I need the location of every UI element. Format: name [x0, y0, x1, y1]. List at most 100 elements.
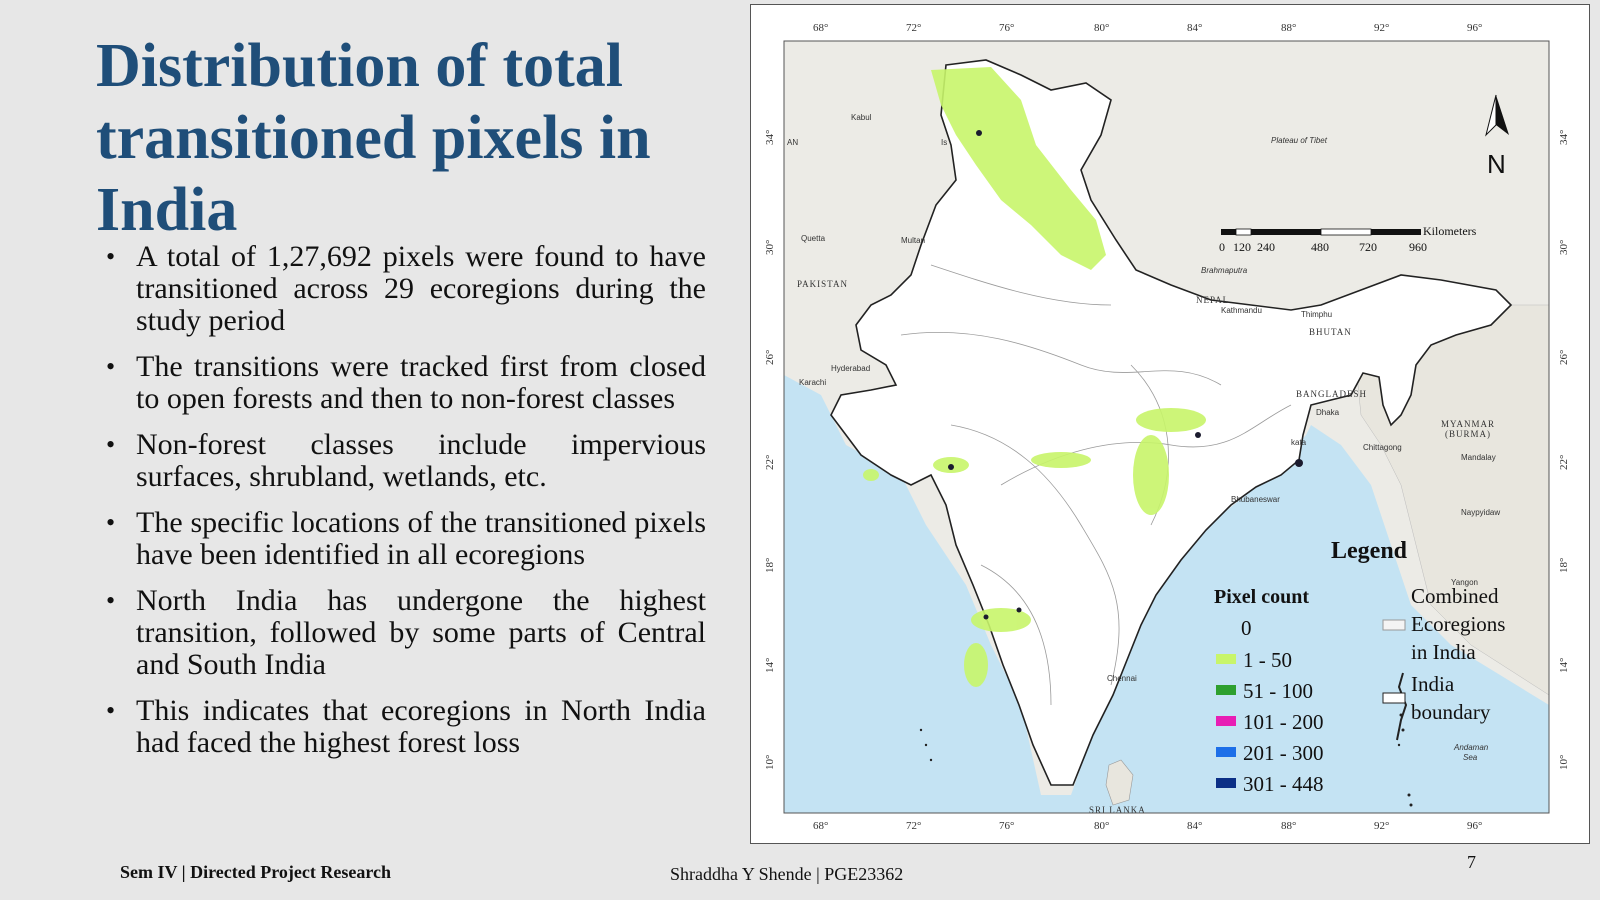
- lat-label: 30°: [764, 240, 776, 255]
- legend-class-label: 51 - 100: [1243, 679, 1313, 703]
- place-dhaka: Dhaka: [1316, 408, 1340, 417]
- place-chittagong: Chittagong: [1363, 443, 1402, 452]
- place-naypyidaw: Naypyidaw: [1461, 508, 1500, 517]
- lon-label: 92°: [1374, 820, 1389, 832]
- scale-label: 0: [1219, 240, 1225, 254]
- page-number: 7: [1467, 852, 1476, 872]
- place-srilanka: SRI LANKA: [1089, 805, 1146, 815]
- bullet-dot: •: [106, 352, 116, 381]
- legend-swatch: [1216, 747, 1236, 757]
- lat-label: 10°: [1558, 755, 1570, 770]
- legend-ecoregions-text: Combined: [1411, 584, 1499, 608]
- place-mandalay: Mandalay: [1461, 453, 1496, 462]
- lon-label: 68°: [813, 820, 828, 832]
- lat-label: 18°: [764, 558, 776, 573]
- slide-title: Distribution of total transitioned pixel…: [96, 30, 736, 246]
- legend-boundary-text: India: [1411, 672, 1455, 696]
- bullet-item: • The specific locations of the transitio…: [106, 507, 706, 571]
- bullet-item: • Non-forest classes include impervious s…: [106, 429, 706, 493]
- place-kolkata: kata: [1291, 438, 1307, 447]
- lon-label: 72°: [906, 22, 921, 34]
- legend-pixel-count-title: Pixel count: [1214, 586, 1309, 608]
- lon-label: 84°: [1187, 820, 1202, 832]
- bullet-dot: •: [106, 430, 116, 459]
- india-map-figure: 68° 72° 76° 80° 84° 88° 92° 96° 68° 72° …: [750, 4, 1590, 844]
- bullet-item: • North India has undergone the highest t…: [106, 585, 706, 681]
- bullet-text: The specific locations of the transition…: [136, 506, 706, 571]
- bullet-list: • A total of 1,27,692 pixels were found t…: [106, 241, 706, 773]
- north-arrow-icon: N: [1485, 94, 1509, 179]
- bullet-text: North India has undergone the highest tr…: [136, 584, 706, 681]
- scale-label: 480: [1311, 240, 1329, 254]
- scale-label: 240: [1257, 240, 1275, 254]
- place-pakistan: PAKISTAN: [797, 279, 848, 289]
- longitude-labels-top: 68° 72° 76° 80° 84° 88° 92° 96°: [813, 22, 1482, 34]
- sri-lanka-shape: [1105, 759, 1134, 806]
- place-karachi: Karachi: [799, 378, 826, 387]
- lat-label: 26°: [1558, 350, 1570, 365]
- lon-label: 80°: [1094, 22, 1109, 34]
- bullet-text: This indicates that ecoregions in North …: [136, 694, 706, 759]
- latitude-labels-left: 34° 30° 26° 22° 18° 14° 10°: [764, 130, 776, 770]
- lat-label: 22°: [1558, 455, 1570, 470]
- legend-swatch: [1216, 778, 1236, 788]
- legend-swatch: [1216, 685, 1236, 695]
- place-quetta: Quetta: [801, 234, 826, 243]
- place-bangladesh: BANGLADESH: [1296, 389, 1367, 399]
- place-isb: Is: [941, 138, 947, 147]
- lon-label: 76°: [999, 820, 1014, 832]
- legend-swatch: [1216, 654, 1236, 664]
- lon-label: 88°: [1281, 820, 1296, 832]
- place-thimphu: Thimphu: [1301, 310, 1332, 319]
- lon-label: 76°: [999, 22, 1014, 34]
- footer-author: Shraddha Y Shende | PGE23362: [670, 864, 904, 884]
- place-burma: (BURMA): [1445, 429, 1491, 439]
- lat-label: 34°: [764, 130, 776, 145]
- legend-class-label: 0: [1241, 616, 1252, 640]
- legend-boundary-text: boundary: [1411, 700, 1491, 724]
- title-line: India: [96, 176, 238, 244]
- lon-label: 68°: [813, 22, 828, 34]
- legend-ecoregions-text: Ecoregions: [1411, 612, 1505, 636]
- title-line: Distribution of total: [96, 32, 623, 100]
- lon-label: 92°: [1374, 22, 1389, 34]
- place-chennai: Chennai: [1107, 674, 1137, 683]
- bullet-dot: •: [106, 508, 116, 537]
- lat-label: 34°: [1558, 130, 1570, 145]
- place-myanmar: MYANMAR: [1441, 419, 1495, 429]
- scale-label: 720: [1359, 240, 1377, 254]
- lat-label: 30°: [1558, 240, 1570, 255]
- ocean-area: [784, 375, 1549, 813]
- place-plateau: Plateau of Tibet: [1271, 136, 1328, 145]
- bullet-dot: •: [106, 242, 116, 271]
- bullet-text: The transitions were tracked first from …: [136, 350, 706, 415]
- bullet-text: A total of 1,27,692 pixels were found to…: [136, 240, 706, 337]
- lat-label: 14°: [1558, 658, 1570, 673]
- place-bhutan: BHUTAN: [1309, 327, 1352, 337]
- latitude-labels-right: 34° 30° 26° 22° 18° 14° 10°: [1558, 130, 1570, 770]
- lon-label: 72°: [906, 820, 921, 832]
- scale-label: 120: [1233, 240, 1251, 254]
- lat-label: 10°: [764, 755, 776, 770]
- bullet-item: • A total of 1,27,692 pixels were found t…: [106, 241, 706, 337]
- legend-swatch: [1216, 716, 1236, 726]
- title-line: transitioned pixels in: [96, 104, 651, 172]
- map-svg: 68° 72° 76° 80° 84° 88° 92° 96° 68° 72° …: [751, 5, 1589, 843]
- high-density-spots: [948, 130, 1303, 620]
- lat-label: 22°: [764, 455, 776, 470]
- map-neatline: [783, 40, 1550, 814]
- place-hyderabad: Hyderabad: [831, 364, 870, 373]
- lon-label: 80°: [1094, 820, 1109, 832]
- north-label: N: [1487, 149, 1506, 179]
- legend-ecoregion-swatch: [1382, 619, 1406, 631]
- place-sea: Sea: [1463, 753, 1478, 762]
- place-brahma: Brahmaputra: [1201, 266, 1248, 275]
- footer-course: Sem IV | Directed Project Research: [120, 862, 392, 882]
- place-bhubaneswar: Bhubaneswar: [1231, 495, 1280, 504]
- lon-label: 88°: [1281, 22, 1296, 34]
- scale-bar: 0 120 240 480 720 960 Kilometers: [1219, 224, 1477, 254]
- map-legend: Legend Pixel count 0 1 - 50 51 - 100 101…: [1214, 538, 1505, 796]
- legend-class-label: 201 - 300: [1243, 741, 1324, 765]
- legend-class-label: 1 - 50: [1243, 648, 1292, 672]
